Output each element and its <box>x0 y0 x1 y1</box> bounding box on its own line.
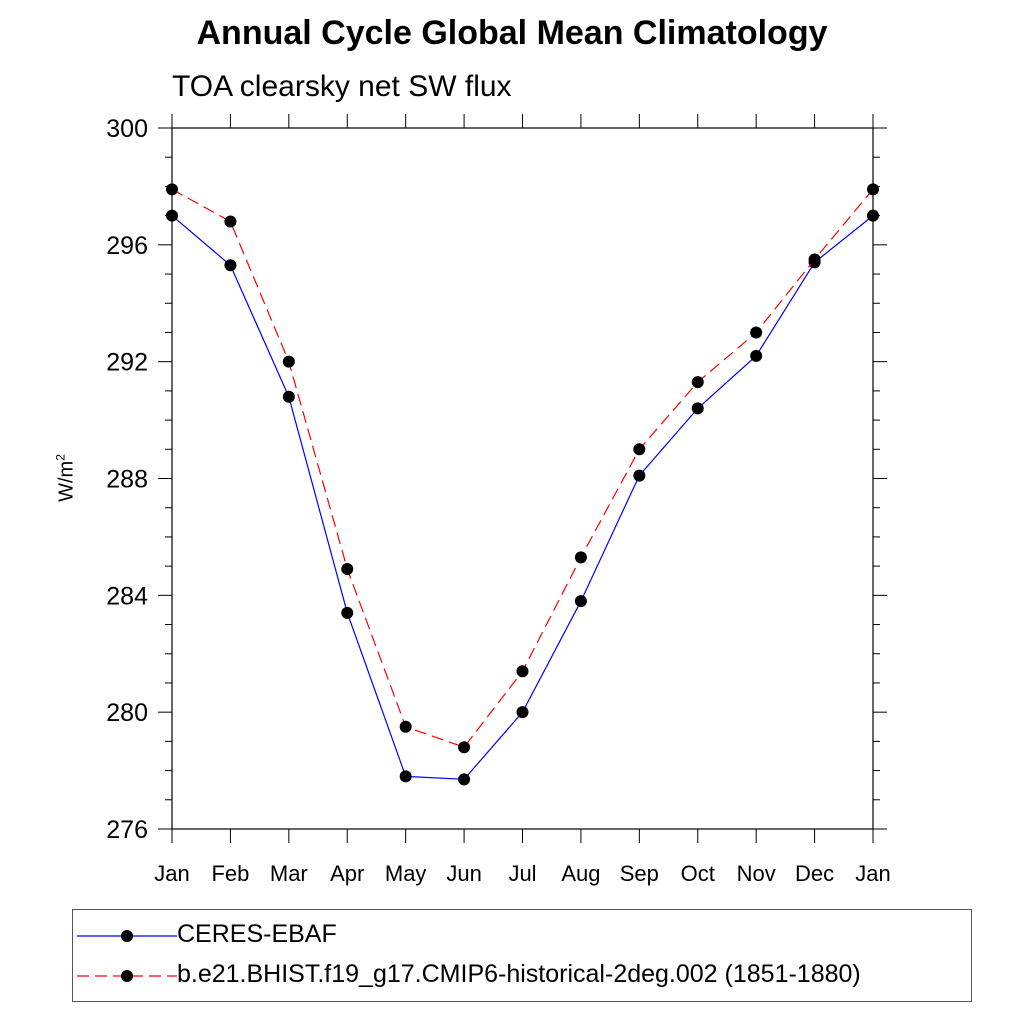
legend-label-model: b.e21.BHIST.f19_g17.CMIP6-historical-2de… <box>177 960 861 988</box>
x-tick-label: Jun <box>446 861 481 886</box>
legend-item-ceres: CERES-EBAF <box>73 916 971 956</box>
y-tick-label: 296 <box>106 232 148 260</box>
legend: CERES-EBAF b.e21.BHIST.f19_g17.CMIP6-his… <box>72 909 972 1002</box>
series-line <box>171 215 874 780</box>
data-point <box>399 720 412 733</box>
x-tick-label: Sep <box>620 861 659 886</box>
y-tick-label: 292 <box>106 349 148 377</box>
data-point <box>691 376 704 389</box>
x-tick-label: May <box>385 861 427 886</box>
legend-label-ceres: CERES-EBAF <box>177 920 337 948</box>
x-tick-label: Nov <box>737 861 776 886</box>
plot-border <box>171 127 874 830</box>
data-point <box>574 595 587 608</box>
data-point <box>691 402 704 415</box>
data-point <box>574 551 587 564</box>
x-tick-label: Feb <box>211 861 249 886</box>
y-tick-label: 276 <box>106 816 148 844</box>
data-point <box>166 183 178 196</box>
x-tick-label: Mar <box>270 861 308 886</box>
data-point <box>516 706 529 719</box>
data-point <box>867 209 879 222</box>
y-tick-label: 288 <box>106 466 148 494</box>
data-point <box>750 326 763 339</box>
data-point <box>633 469 646 482</box>
legend-item-model: b.e21.BHIST.f19_g17.CMIP6-historical-2de… <box>73 956 971 996</box>
x-tick-label: Jan <box>154 861 189 886</box>
legend-swatch-ceres <box>77 930 177 942</box>
data-point <box>282 355 295 368</box>
x-tick-label: Jul <box>508 861 536 886</box>
y-tick-label: 284 <box>106 582 148 610</box>
data-point <box>224 259 237 272</box>
data-point <box>516 665 529 678</box>
chart-title: Annual Cycle Global Mean Climatology <box>196 14 828 52</box>
plot-frame <box>171 127 874 830</box>
x-tick-label: Apr <box>330 861 364 886</box>
series-0 <box>166 209 879 786</box>
series-line <box>171 188 874 748</box>
data-point <box>808 253 821 266</box>
series-layer <box>166 183 879 786</box>
y-axis-label-base: W/m <box>55 460 78 502</box>
x-tick-label: Oct <box>681 861 715 886</box>
data-point <box>458 741 471 754</box>
y-tick-label: 280 <box>106 699 148 727</box>
data-point <box>633 443 646 456</box>
y-axis-ticks: 276 280 284 288 292 296 300 <box>106 115 887 844</box>
data-point <box>282 390 295 403</box>
data-point <box>867 183 879 196</box>
data-point <box>341 606 354 619</box>
legend-swatch-model <box>77 970 177 982</box>
x-tick-label: Dec <box>795 861 834 886</box>
data-point <box>166 209 178 222</box>
y-axis-label-exponent: 2 <box>53 454 68 461</box>
data-point <box>224 215 237 228</box>
data-point <box>750 349 763 362</box>
data-point <box>399 770 412 783</box>
chart-subtitle: TOA clearsky net SW flux <box>172 70 512 103</box>
x-tick-label: Aug <box>561 861 600 886</box>
data-point <box>458 773 471 786</box>
x-tick-label: Jan <box>855 861 890 886</box>
y-axis-label: W/m2 <box>54 454 79 502</box>
x-axis-ticks: Jan Feb Mar Apr May Jun Jul Aug Sep Oct Nov Dec Jan <box>154 114 891 886</box>
data-point <box>341 563 354 576</box>
series-1 <box>166 183 879 754</box>
y-tick-label: 300 <box>106 115 148 143</box>
